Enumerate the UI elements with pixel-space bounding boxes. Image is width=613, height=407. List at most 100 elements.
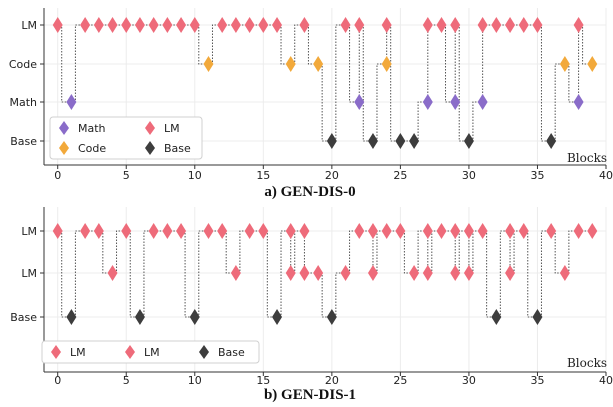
chart-a: LM Code Math Base 0 5 10 15 20 25 30 35 40 Blocks a) G…	[9, 8, 613, 200]
connector-line	[468, 101, 483, 142]
marker-lm	[230, 265, 241, 281]
marker-lm	[299, 223, 310, 239]
marker-math	[477, 94, 488, 110]
marker-lm	[203, 223, 214, 239]
connector-line	[345, 230, 360, 274]
marker-base	[134, 309, 145, 325]
marker-lm	[477, 17, 488, 33]
marker-base	[491, 309, 502, 325]
legend-marker-lm	[51, 345, 61, 359]
connector-line	[414, 101, 428, 142]
marker-lm	[162, 17, 173, 33]
x-tick-label: 15	[256, 169, 270, 182]
x-axis-label: Blocks	[567, 356, 607, 370]
legend-marker-base	[199, 345, 209, 359]
y-tick-label: Base	[10, 135, 37, 148]
marker-code	[559, 56, 570, 72]
marker-math	[450, 94, 461, 110]
connector-line	[71, 24, 86, 103]
legend-frame	[49, 116, 203, 160]
x-tick-label: 0	[54, 169, 61, 182]
markers	[52, 17, 598, 149]
connector-line	[441, 24, 456, 103]
marker-lm	[436, 17, 447, 33]
marker-lm	[285, 265, 296, 281]
marker-lm	[244, 17, 255, 33]
connector-line	[386, 24, 401, 142]
connector-line	[427, 230, 442, 274]
legend-label: Math	[78, 122, 106, 135]
connector-line	[318, 272, 332, 318]
marker-lm	[93, 223, 104, 239]
marker-lm	[450, 265, 461, 281]
marker-lm	[463, 265, 474, 281]
marker-lm	[573, 223, 584, 239]
legend-label: LM	[144, 346, 160, 359]
connector-line	[290, 24, 305, 65]
marker-lm	[354, 17, 365, 33]
marker-lm	[80, 17, 91, 33]
marker-lm	[52, 17, 63, 33]
connector-line	[372, 63, 387, 142]
markers	[52, 223, 598, 325]
marker-lm	[381, 17, 392, 33]
connector-line	[551, 230, 565, 274]
marker-lm	[491, 17, 502, 33]
marker-lm	[505, 223, 516, 239]
marker-base	[367, 133, 378, 149]
marker-lm	[381, 223, 392, 239]
y-tick-label: LM	[21, 19, 37, 32]
x-tick-label: 20	[325, 374, 339, 387]
marker-base	[409, 133, 420, 149]
x-tick-label: 5	[123, 374, 130, 387]
legend-marker-base	[145, 141, 155, 155]
marker-base	[395, 133, 406, 149]
marker-lm	[176, 17, 187, 33]
connector-line	[523, 230, 538, 318]
connector-line	[194, 24, 209, 65]
marker-code	[313, 56, 324, 72]
marker-lm	[559, 265, 570, 281]
marker-lm	[573, 17, 584, 33]
marker-math	[422, 94, 433, 110]
marker-lm	[450, 223, 461, 239]
marker-lm	[148, 223, 159, 239]
marker-lm	[107, 265, 118, 281]
connector-line	[235, 230, 250, 274]
connector-line	[537, 230, 552, 318]
marker-lm	[93, 17, 104, 33]
connector-line	[564, 230, 579, 274]
connector-line	[372, 230, 387, 274]
marker-lm	[436, 223, 447, 239]
marker-lm	[313, 265, 324, 281]
marker-lm	[230, 17, 241, 33]
legend-marker-lm	[125, 345, 135, 359]
marker-lm	[189, 17, 200, 33]
y-tick-label: Base	[10, 311, 37, 324]
marker-lm	[162, 223, 173, 239]
marker-lm	[395, 223, 406, 239]
marker-lm	[340, 17, 351, 33]
x-tick-label: 30	[462, 169, 476, 182]
connector-line	[578, 24, 593, 65]
marker-lm	[217, 223, 228, 239]
connector-line	[564, 63, 579, 103]
legend-label: Base	[218, 346, 245, 359]
connectors	[57, 24, 593, 142]
marker-lm	[285, 223, 296, 239]
legend-marker-code	[59, 141, 69, 155]
chart-caption: a) GEN-DIS-0	[264, 184, 355, 200]
marker-lm	[121, 17, 132, 33]
connector-line	[510, 230, 524, 274]
connector-line	[263, 230, 278, 318]
marker-lm	[121, 223, 132, 239]
marker-base	[463, 133, 474, 149]
marker-lm	[505, 17, 516, 33]
connector-line	[482, 230, 497, 318]
marker-lm	[422, 265, 433, 281]
connector-line	[468, 230, 483, 274]
marker-code	[203, 56, 214, 72]
marker-code	[381, 56, 392, 72]
connectors	[57, 230, 593, 318]
connector-line	[71, 230, 86, 318]
